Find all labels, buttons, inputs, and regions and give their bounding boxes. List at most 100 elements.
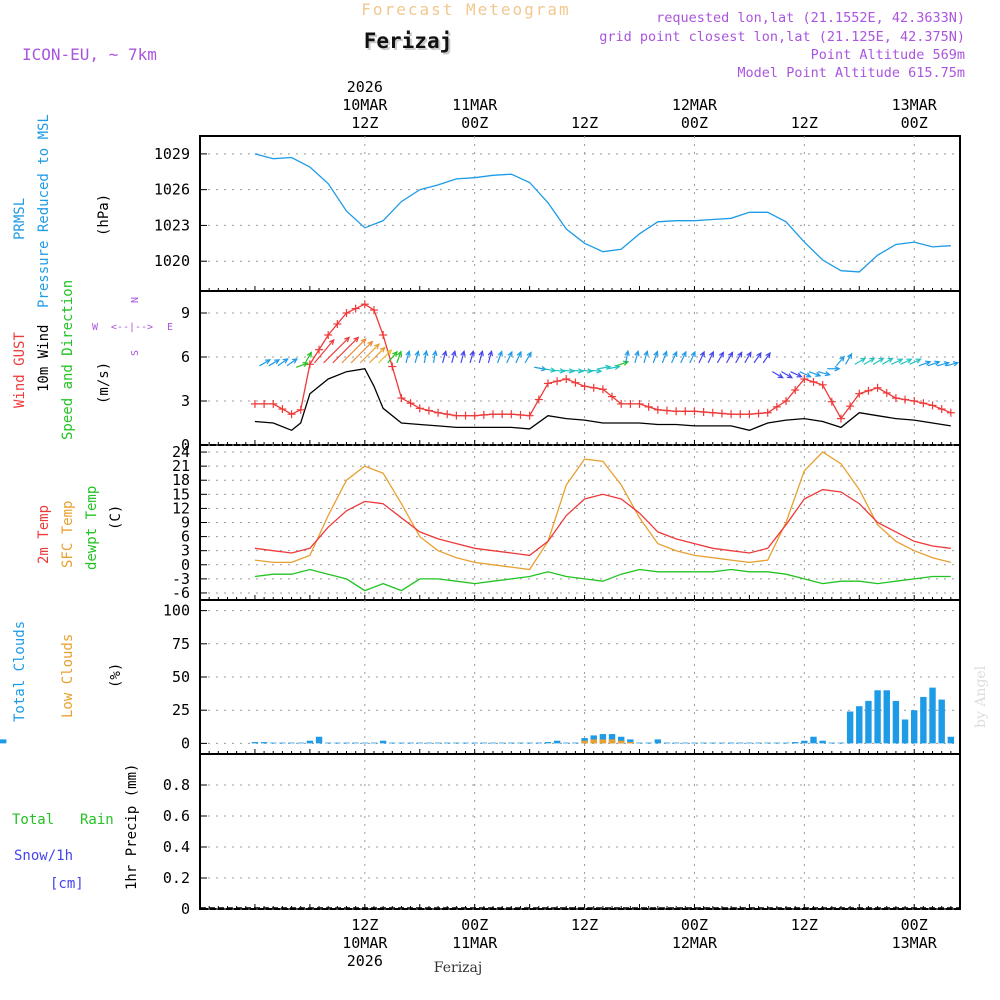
total-cloud-bar [544,742,552,744]
top-time-label: 00Z [461,114,488,132]
total-cloud-bar [352,742,359,744]
wind-arrow [936,361,951,367]
wind-arrow [295,362,309,368]
wind-arrow [332,336,360,364]
y-tick-label: 0 [181,436,190,454]
gust-marker [754,409,763,418]
wind-arrow [918,360,932,367]
wind-arrow [387,350,398,364]
gust-marker [571,378,580,387]
gust-marker [269,399,278,408]
gust-marker [415,404,424,413]
gust-marker [250,399,259,408]
wind-arrow [799,371,812,378]
gust-marker [351,304,360,313]
y-tick-label: 0.6 [163,807,190,825]
precip-legend: Total Rain Snow/1h [cm] 1hr Precip (mm) [12,764,140,892]
gust-marker [772,402,781,411]
y-tick-label: 0 [181,734,190,752]
wind-arrow [680,350,687,364]
wind-arrow [891,358,904,365]
bottom-time-label: 13MAR [892,934,938,952]
model-name: ICON-EU, ~ 7km [22,45,157,64]
y-tick-label: 75 [172,635,190,653]
bottom-time-label: 00Z [901,916,928,934]
total-cloud-bar [297,742,304,744]
wind-arrow [643,349,649,364]
gust-marker [260,399,269,408]
gust-marker [653,405,662,414]
wind-arrow [707,350,714,364]
wind-arrow [827,366,841,372]
wind-panel [199,290,961,446]
total-cloud-bar [471,742,478,744]
gust-marker [891,394,900,403]
gust-marker [305,360,314,369]
gust-marker [928,401,937,410]
total-cloud-bar [672,742,680,744]
gust-marker [543,379,552,388]
gust-marker [690,407,699,416]
gust-marker [342,309,351,317]
gust-marker [379,331,388,339]
total-cloud-bar [324,742,332,744]
precip-snow-label: Snow/1h [14,848,73,864]
wind-arrow [323,336,351,364]
wind-arrow [414,349,420,364]
gust-marker [717,409,726,418]
pressure-plot: 1020 1023 1026 1029 [154,145,960,273]
total-cloud-bar [260,742,268,744]
total-cloud-bar [535,742,542,744]
gust-marker [562,375,571,383]
gust-marker [827,397,836,406]
wind-arrow [671,350,678,364]
total-cloud-bar [773,742,781,744]
gust-marker [782,397,791,405]
wind-arrow [552,368,566,374]
y-tick-label: 0.2 [163,869,190,887]
total-cloud-bar [489,742,497,744]
total-cloud-bar [563,742,570,744]
bottom-time-label: 00Z [681,916,708,934]
total-cloud-bar [251,742,259,744]
gust-marker [809,377,818,386]
bottom-time-label: 12Z [351,916,378,934]
wind-arrow [607,364,621,371]
compass-cross: <--|--> [111,322,153,333]
gust-marker [406,399,415,408]
wind-arrow [341,338,367,364]
total-cloud-bar [398,742,405,744]
wind-arrow [716,351,725,364]
total-cloud-bar [700,742,707,744]
total-cloud-bar [737,742,744,744]
y-tick-label: 1023 [154,216,190,234]
low-clouds-label: Low Clouds [60,634,76,718]
y-tick-label: 15 [172,485,190,503]
total-cloud-bar [462,742,469,744]
gust-marker [424,406,433,415]
wind-arrow [817,371,831,377]
y-tick-label: 1026 [154,181,190,199]
gust-marker [910,397,919,405]
y-tick-label: 100 [163,602,190,620]
total-cloud-bar [334,742,341,744]
total-cloud-bar [837,742,845,744]
y-tick-label: -3 [172,570,190,588]
y-tick-label: 0 [181,556,190,574]
compass-e: E [167,322,173,333]
wind-arrow [313,338,335,364]
gust-marker [708,408,717,417]
gust-marker [882,388,891,397]
wind-arrow [350,340,374,364]
gust-marker [617,399,626,408]
wind-arrow [845,352,853,365]
total-cloud-bar [874,690,881,744]
gust-marker [681,407,690,416]
gust-marker [846,402,855,411]
y-tick-label: 50 [172,668,190,686]
bottom-time-label: 2026 [347,952,383,970]
app-title: Forecast Meteogram [361,0,570,19]
gust-marker [333,320,342,328]
bottom-time-label: 12Z [791,916,818,934]
wind10m-label: 10m Wind [36,325,52,392]
